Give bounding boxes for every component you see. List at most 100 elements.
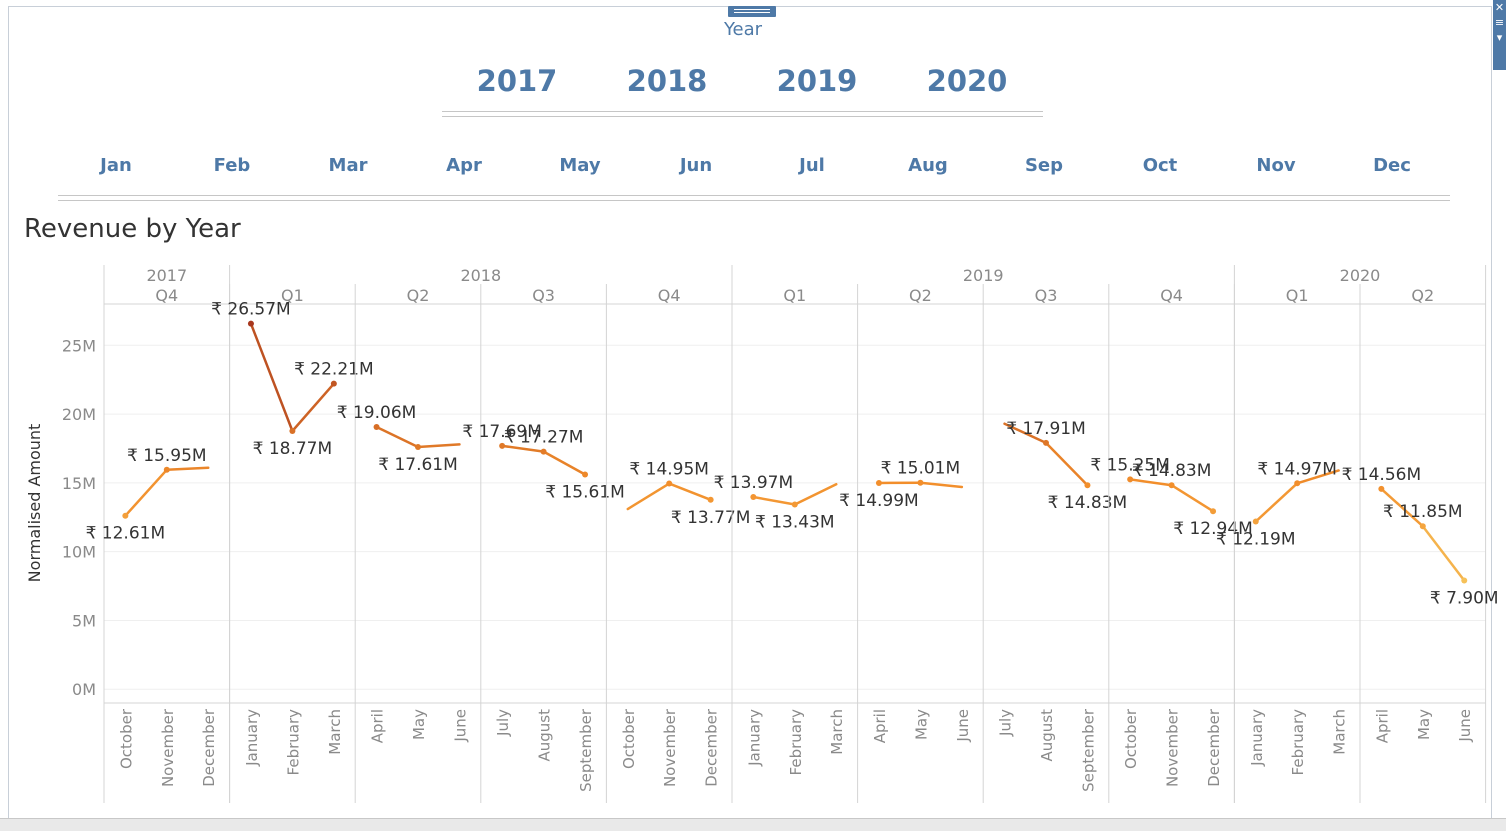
data-label: ₹ 14.56M [1342, 465, 1422, 485]
y-tick-label: 10M [62, 543, 96, 562]
data-point [792, 501, 798, 507]
data-label: ₹ 14.95M [629, 460, 709, 480]
data-point [1420, 523, 1426, 529]
data-label: ₹ 18.77M [253, 439, 333, 459]
series-line-segment [1423, 526, 1464, 580]
horizontal-scrollbar[interactable] [0, 818, 1506, 831]
x-tick-label: December [703, 708, 721, 787]
data-point [1210, 508, 1216, 514]
quarter-header: Q4 [1160, 286, 1183, 305]
data-point [582, 471, 588, 477]
data-label: ₹ 12.19M [1216, 530, 1296, 550]
close-icon[interactable]: ✕ [1493, 0, 1506, 15]
data-point [708, 497, 714, 503]
data-label: ₹ 14.83M [1048, 493, 1128, 513]
x-tick-label: March [828, 709, 846, 755]
data-point [541, 449, 547, 455]
data-point [164, 467, 170, 473]
series-line-segment [544, 452, 585, 475]
y-tick-label: 0M [72, 680, 96, 699]
data-point [1294, 480, 1300, 486]
quarter-header: Q3 [1035, 286, 1058, 305]
data-label: ₹ 17.91M [1006, 419, 1086, 439]
x-tick-label: June [954, 709, 972, 743]
data-label: ₹ 17.61M [378, 455, 458, 475]
data-label: ₹ 15.95M [127, 446, 207, 466]
series-line-segment [920, 483, 961, 487]
data-point [666, 481, 672, 487]
x-tick-label: March [1331, 709, 1349, 755]
x-tick-label: May [1415, 709, 1433, 740]
series-line-segment [753, 497, 794, 504]
data-point [415, 444, 421, 450]
data-point [1253, 519, 1259, 525]
x-tick-label: April [871, 709, 889, 743]
data-point [1461, 578, 1467, 584]
x-tick-label: October [620, 708, 638, 769]
quarter-header: Q2 [1411, 286, 1434, 305]
data-label: ₹ 12.61M [86, 524, 166, 544]
x-tick-label: March [326, 709, 344, 755]
x-tick-label: July [997, 709, 1015, 737]
x-tick-label: May [912, 709, 930, 740]
year-header: 2018 [460, 266, 501, 285]
x-tick-label: July [494, 709, 512, 737]
x-tick-label: January [243, 709, 261, 767]
data-point [248, 321, 254, 327]
x-tick-label: June [1456, 709, 1474, 743]
x-tick-label: January [745, 709, 763, 767]
data-label: ₹ 17.27M [504, 428, 584, 448]
series-line-segment [125, 470, 166, 516]
data-label: ₹ 19.06M [337, 403, 417, 423]
quarter-header: Q2 [407, 286, 430, 305]
data-label: ₹ 14.97M [1257, 459, 1337, 479]
data-point [374, 424, 380, 430]
data-point [876, 480, 882, 486]
series-line-segment [377, 427, 418, 447]
chevron-down-icon[interactable]: ▾ [1493, 30, 1506, 45]
menu-icon[interactable]: ≡ [1493, 15, 1506, 30]
x-tick-label: September [577, 708, 595, 792]
x-tick-label: September [1079, 708, 1097, 792]
x-tick-label: October [1122, 708, 1140, 769]
x-tick-label: October [117, 708, 135, 769]
quarter-header: Q2 [909, 286, 932, 305]
quarter-header: Q3 [532, 286, 555, 305]
y-tick-label: 5M [72, 611, 96, 630]
x-tick-label: November [159, 708, 177, 787]
data-point [331, 381, 337, 387]
series-line-segment [1256, 483, 1297, 521]
y-tick-label: 25M [62, 336, 96, 355]
data-label: ₹ 22.21M [294, 360, 374, 380]
data-point [917, 480, 923, 486]
data-label: ₹ 15.01M [881, 459, 961, 479]
series-line-segment [418, 444, 459, 447]
series-line-segment [292, 384, 333, 431]
y-tick-label: 20M [62, 405, 96, 424]
series-line-segment [251, 324, 292, 431]
quarter-header: Q1 [1286, 286, 1309, 305]
y-axis-title: Normalised Amount [25, 424, 44, 583]
series-line-segment [167, 468, 208, 470]
year-header: 2019 [963, 266, 1004, 285]
data-point [289, 428, 295, 434]
quarter-header: Q4 [658, 286, 681, 305]
series-line-segment [1172, 485, 1213, 511]
y-tick-label: 15M [62, 474, 96, 493]
year-header: 2020 [1340, 266, 1381, 285]
x-tick-label: April [369, 709, 387, 743]
data-label: ₹ 7.90M [1430, 589, 1499, 609]
x-tick-label: December [1205, 708, 1223, 787]
x-tick-label: February [787, 709, 805, 776]
x-tick-label: November [661, 708, 679, 787]
side-panel-toggle[interactable]: ✕ ≡ ▾ [1493, 0, 1506, 70]
series-line-segment [795, 484, 836, 504]
x-tick-label: April [1373, 709, 1391, 743]
data-point [1169, 482, 1175, 488]
series-line-segment [628, 484, 669, 509]
x-tick-label: June [451, 709, 469, 743]
data-label: ₹ 14.83M [1132, 461, 1212, 481]
data-label: ₹ 26.57M [211, 300, 291, 320]
data-point [122, 513, 128, 519]
